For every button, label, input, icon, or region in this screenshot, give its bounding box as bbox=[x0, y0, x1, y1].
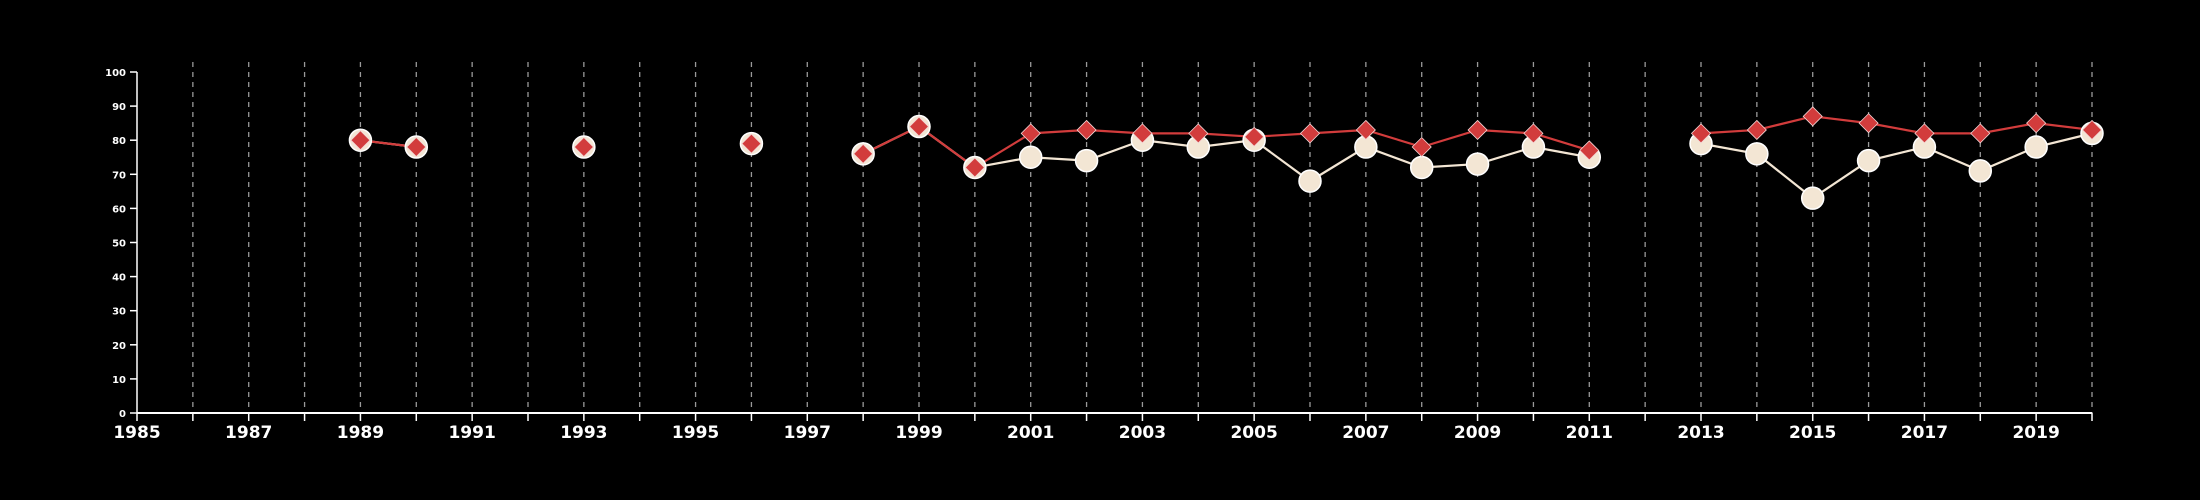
point-circle-2015 bbox=[1800, 186, 1825, 210]
x-tick-label-1997: 1997 bbox=[784, 423, 831, 443]
x-tick-label-2019: 2019 bbox=[2012, 423, 2059, 443]
point-circle-2019 bbox=[2024, 135, 2048, 159]
point-diamond-2015 bbox=[1802, 106, 1823, 127]
point-circle-2001 bbox=[1018, 145, 1043, 169]
y-tick-label-20: 20 bbox=[112, 341, 126, 352]
point-circle-2016 bbox=[1856, 148, 1881, 173]
y-axis: 0 10 20 30 40 50 60 70 80 90 100 bbox=[105, 68, 138, 420]
y-tick-label-30: 30 bbox=[112, 307, 126, 318]
point-diamond-2013 bbox=[1690, 123, 1712, 144]
point-diamond-2003 bbox=[1132, 123, 1153, 144]
x-tick-label-1995: 1995 bbox=[672, 423, 719, 443]
point-diamond-2001 bbox=[1020, 123, 1041, 144]
x-tick-label-2017: 2017 bbox=[1901, 423, 1948, 443]
point-diamond-2011 bbox=[1579, 140, 1600, 161]
point-circle-2018 bbox=[1968, 159, 1993, 183]
x-tick-label-2005: 2005 bbox=[1230, 423, 1277, 443]
point-circle-2008 bbox=[1409, 155, 1434, 180]
point-diamond-2019 bbox=[2026, 113, 2047, 134]
y-tick-label-40: 40 bbox=[112, 273, 126, 284]
point-diamond-2008 bbox=[1411, 136, 1432, 158]
y-tick-label-70: 70 bbox=[112, 170, 126, 181]
point-diamond-1996 bbox=[741, 133, 762, 154]
y-tick-label-80: 80 bbox=[112, 136, 126, 147]
point-diamond-2017 bbox=[1914, 123, 1935, 144]
series-diamond-line-4 bbox=[1700, 115, 2093, 135]
series-circle bbox=[360, 125, 2093, 200]
point-diamond-2006 bbox=[1299, 123, 1321, 144]
x-tick-label-2001: 2001 bbox=[1007, 423, 1054, 443]
y-tick-label-90: 90 bbox=[112, 102, 126, 113]
point-diamond-2000 bbox=[964, 157, 985, 178]
point-diamond-1999 bbox=[908, 116, 930, 137]
series-diamond bbox=[360, 115, 2093, 169]
y-tick-label-0: 0 bbox=[119, 409, 126, 420]
x-tick-label-1985: 1985 bbox=[113, 423, 160, 443]
x-tick-label-1991: 1991 bbox=[448, 423, 495, 443]
point-diamond-2010 bbox=[1523, 123, 1544, 144]
y-tick-label-60: 60 bbox=[112, 204, 126, 215]
point-diamond-2002 bbox=[1076, 119, 1097, 141]
point-circle-2002 bbox=[1074, 148, 1099, 173]
x-tick-label-1987: 1987 bbox=[225, 423, 272, 443]
x-tick-label-1989: 1989 bbox=[337, 423, 384, 443]
point-diamond-2005 bbox=[1244, 126, 1265, 147]
point-circle-2009 bbox=[1465, 152, 1490, 176]
x-tick-label-1993: 1993 bbox=[560, 423, 607, 443]
point-diamond-2020 bbox=[2081, 119, 2103, 141]
point-diamond-1990 bbox=[406, 136, 427, 158]
x-tick-label-2009: 2009 bbox=[1454, 423, 1501, 443]
point-diamond-1989 bbox=[350, 130, 371, 151]
point-diamond-1993 bbox=[573, 136, 594, 158]
vertical-gridlines bbox=[192, 62, 2093, 413]
series-layer bbox=[348, 106, 2104, 210]
point-diamond-2016 bbox=[1858, 113, 1879, 134]
point-circle-2006 bbox=[1298, 169, 1322, 193]
y-tick-label-50: 50 bbox=[112, 239, 126, 250]
y-tick-label-100: 100 bbox=[105, 68, 126, 79]
point-diamond-1998 bbox=[853, 143, 874, 164]
x-tick-label-2011: 2011 bbox=[1566, 423, 1613, 443]
point-circle-2014 bbox=[1745, 142, 1769, 166]
point-diamond-2018 bbox=[1970, 123, 1991, 144]
x-tick-label-2003: 2003 bbox=[1119, 423, 1166, 443]
x-axis: 1985 1987 1989 1991 1993 1995 1997 1999 2001 2003… bbox=[113, 412, 2093, 443]
x-tick-label-2007: 2007 bbox=[1342, 423, 1389, 443]
y-tick-label-10: 10 bbox=[112, 375, 126, 386]
x-tick-label-2015: 2015 bbox=[1789, 423, 1836, 443]
point-diamond-2007 bbox=[1355, 119, 1376, 141]
point-diamond-2014 bbox=[1746, 119, 1767, 141]
point-diamond-2004 bbox=[1188, 123, 1209, 144]
point-diamond-2009 bbox=[1467, 119, 1488, 141]
x-tick-label-1999: 1999 bbox=[895, 423, 942, 443]
x-tick-label-2013: 2013 bbox=[1677, 423, 1724, 443]
